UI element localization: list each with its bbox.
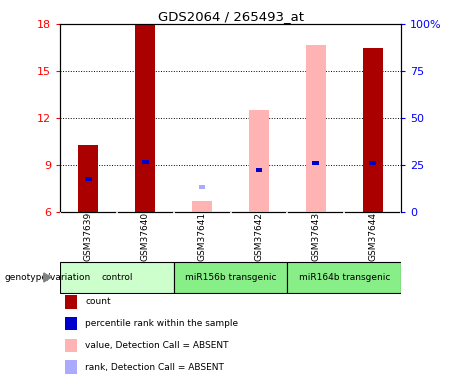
Bar	[78, 145, 98, 212]
Bar	[255, 168, 262, 172]
Text: miR164b transgenic: miR164b transgenic	[299, 273, 390, 282]
Text: GSM37644: GSM37644	[368, 212, 377, 261]
Bar	[85, 177, 92, 181]
Bar	[249, 110, 269, 212]
Bar	[306, 45, 326, 212]
Bar	[60, 262, 174, 292]
Text: GSM37640: GSM37640	[141, 211, 150, 261]
Text: GSM37641: GSM37641	[198, 211, 207, 261]
Bar	[287, 262, 401, 292]
Bar	[174, 262, 287, 292]
Bar	[142, 160, 148, 164]
Bar	[369, 162, 376, 165]
Bar	[363, 48, 383, 212]
Text: percentile rank within the sample: percentile rank within the sample	[85, 319, 238, 328]
Text: rank, Detection Call = ABSENT: rank, Detection Call = ABSENT	[85, 363, 224, 372]
Title: GDS2064 / 265493_at: GDS2064 / 265493_at	[158, 10, 303, 23]
Text: miR156b transgenic: miR156b transgenic	[185, 273, 276, 282]
Bar	[135, 24, 155, 212]
Text: genotype/variation: genotype/variation	[5, 273, 91, 282]
Text: GSM37643: GSM37643	[311, 211, 320, 261]
Text: value, Detection Call = ABSENT: value, Detection Call = ABSENT	[85, 341, 229, 350]
Bar	[313, 162, 319, 165]
Text: count: count	[85, 297, 111, 306]
Text: GSM37642: GSM37642	[254, 212, 263, 261]
Text: control: control	[101, 273, 132, 282]
Text: GSM37639: GSM37639	[84, 211, 93, 261]
Bar	[199, 185, 206, 189]
Bar	[192, 201, 212, 212]
